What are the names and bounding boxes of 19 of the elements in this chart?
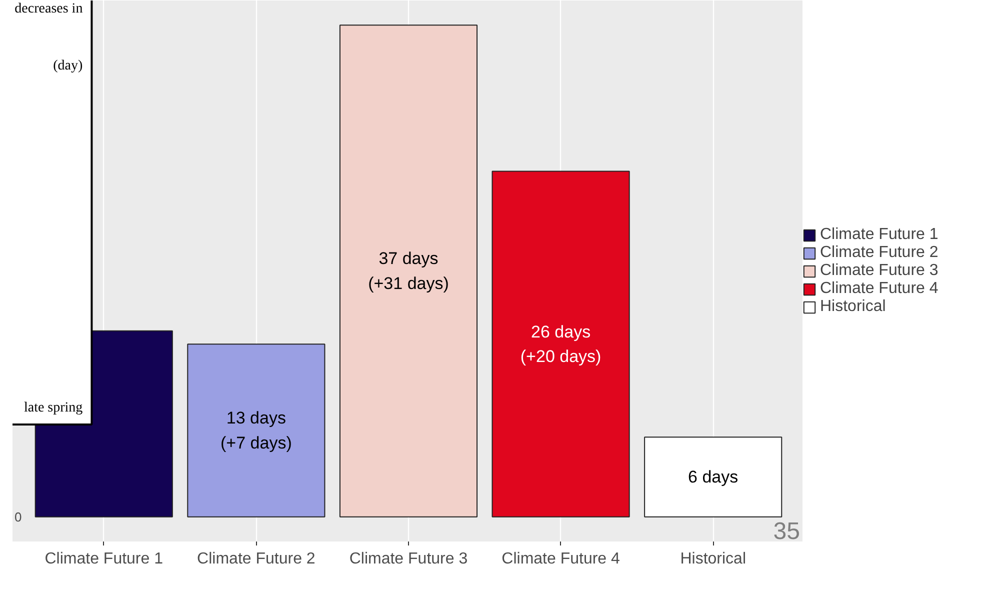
x-tick-label: Climate Future 2 xyxy=(197,550,316,568)
data-label: 37 days (+31 days) xyxy=(368,249,449,293)
x-tick-label: Climate Future 4 xyxy=(502,550,620,568)
text: 0 xyxy=(14,509,22,524)
data-label: 26 days (+20 days) xyxy=(520,322,602,366)
legend-label: Climate Future 2 xyxy=(820,244,938,262)
x-tick-label: Climate Future 3 xyxy=(349,550,468,568)
text: 35 xyxy=(773,518,800,545)
text: decreases in xyxy=(14,2,83,16)
annotation: late spring xyxy=(24,400,83,416)
data-label: 6 days xyxy=(688,468,738,487)
legend-label: Historical xyxy=(820,298,886,316)
legend-label: Climate Future 1 xyxy=(820,226,938,244)
data-label: 13 days (+7 days) xyxy=(220,408,292,452)
annotation: (day) xyxy=(53,58,84,74)
x-tick-label: Climate Future 1 xyxy=(44,550,164,568)
x-tick-label: Historical xyxy=(680,550,746,568)
legend-label: Climate Future 3 xyxy=(820,262,938,280)
legend-label: Climate Future 4 xyxy=(820,280,938,298)
